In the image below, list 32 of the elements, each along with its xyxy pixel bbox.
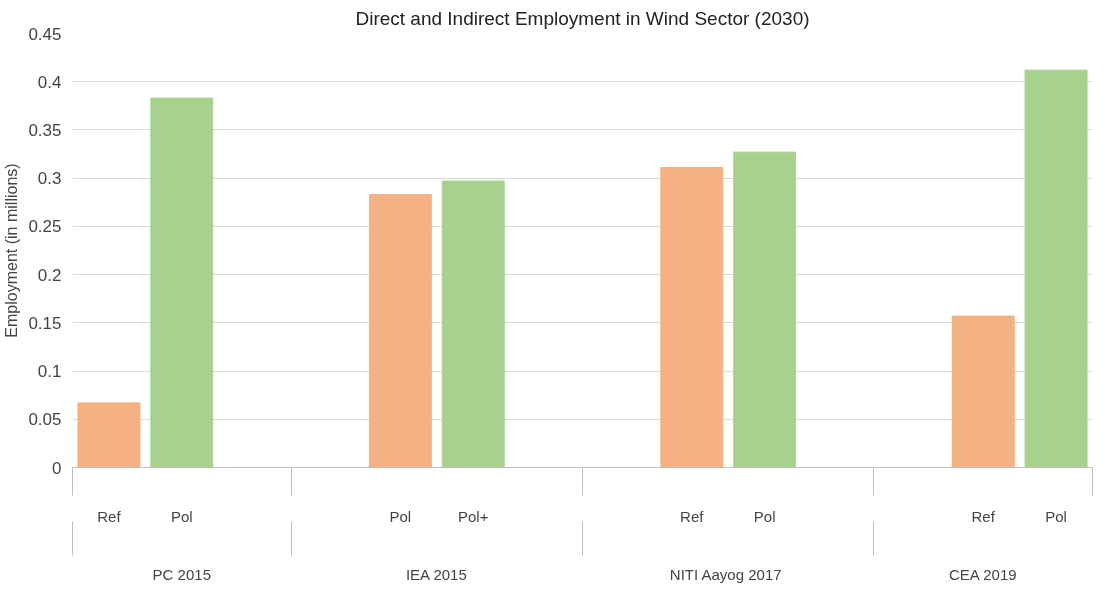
bar <box>1024 69 1088 468</box>
bar <box>660 167 724 468</box>
x-tick-label: Pol <box>389 507 412 525</box>
y-tick-label: 0.25 <box>28 217 62 237</box>
y-tick-label: 0.3 <box>37 169 62 189</box>
y-tick-label: 0.15 <box>28 313 62 333</box>
y-tick-label: 0.45 <box>28 24 62 44</box>
bar <box>368 194 432 468</box>
y-axis-title: Employment (in millions) <box>3 163 21 338</box>
x-tick-label: Pol <box>753 507 776 525</box>
x-tick-label: Pol <box>170 507 193 525</box>
text: CEA 2019 <box>949 565 1017 583</box>
x-tick-label: Pol+ <box>457 507 489 525</box>
y-tick-label: 0.35 <box>28 120 62 140</box>
y-tick-label: 0 <box>52 458 62 478</box>
text: IEA 2015 <box>405 565 467 583</box>
x-tick-label: Ref <box>97 507 122 525</box>
x-tick-label: Pol <box>1045 507 1067 525</box>
bar <box>951 315 1015 468</box>
text: NITI Aayog 2017 <box>669 565 782 583</box>
bar <box>150 97 214 468</box>
bar <box>77 402 141 468</box>
y-tick-label: 0.1 <box>37 362 62 382</box>
text: PC 2015 <box>152 565 211 583</box>
bar <box>441 180 505 468</box>
chart-title: Direct and Indirect Employment in Wind Sector (2030) <box>355 7 810 29</box>
x-tick-label: Ref <box>680 507 705 525</box>
y-tick-label: 0.05 <box>28 410 62 430</box>
y-tick-label: 0.4 <box>37 72 62 92</box>
bar <box>733 151 797 468</box>
y-tick-label: 0.2 <box>37 265 62 285</box>
x-tick-label: Ref <box>971 507 996 525</box>
